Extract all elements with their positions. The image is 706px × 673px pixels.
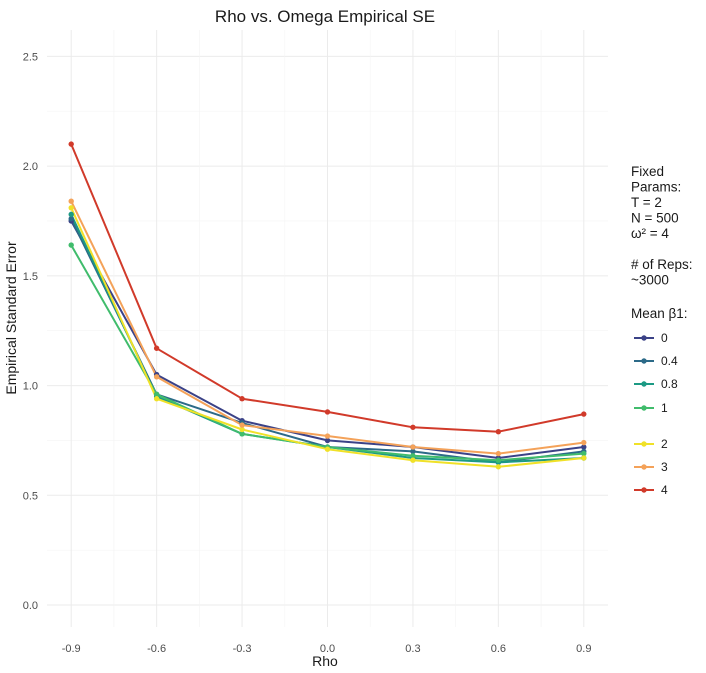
legend-key-point — [641, 464, 647, 470]
legend-item-label: 0.4 — [661, 354, 678, 368]
x-tick-label: -0.9 — [62, 643, 81, 655]
x-tick-label: 0.0 — [320, 643, 335, 655]
x-axis-title: Rho — [312, 653, 338, 669]
legend-info-line: ω² = 4 — [631, 226, 669, 241]
legend-item-label: 1 — [661, 401, 668, 415]
y-tick-label: 1.0 — [23, 381, 38, 393]
data-point — [410, 457, 416, 463]
data-point — [239, 422, 245, 428]
data-point — [324, 433, 331, 439]
legend-item-label: 0.8 — [661, 377, 678, 391]
y-tick-label: 0.5 — [23, 490, 38, 502]
data-point — [324, 409, 331, 415]
y-tick-label: 2.0 — [23, 161, 38, 173]
series-layer — [68, 141, 587, 470]
x-tick-label: 0.3 — [405, 643, 420, 655]
chart-title: Rho vs. Omega Empirical SE — [215, 7, 435, 26]
data-point — [324, 437, 331, 444]
legend-item-label: 2 — [661, 437, 668, 451]
data-point — [153, 374, 160, 380]
y-tick-label: 1.5 — [23, 271, 38, 283]
data-point — [68, 141, 74, 147]
data-point — [239, 431, 245, 437]
y-tick-label: 2.5 — [23, 51, 38, 63]
x-tick-label: 0.9 — [576, 643, 591, 655]
legend-key-point — [641, 487, 647, 493]
data-point — [68, 211, 74, 218]
legend-key-point — [641, 358, 647, 364]
data-point — [153, 391, 160, 398]
data-point — [495, 450, 502, 457]
y-tick-labels: 0.0 0.5 1.0 1.5 2.0 2.5 — [23, 51, 38, 612]
x-tick-label: -0.3 — [233, 643, 252, 655]
data-point — [410, 444, 416, 450]
data-point — [68, 205, 74, 211]
data-point — [153, 345, 160, 351]
data-point — [68, 198, 74, 204]
legend-item-label: 3 — [661, 460, 668, 474]
data-point — [153, 396, 160, 402]
x-tick-label: -0.6 — [147, 643, 166, 655]
y-tick-label: 0.0 — [23, 600, 38, 612]
legend-info-line: # of Reps: — [631, 257, 693, 272]
x-tick-label: 0.6 — [491, 643, 506, 655]
data-point — [581, 455, 587, 461]
data-point — [495, 457, 502, 463]
gridlines — [47, 30, 608, 627]
data-point — [495, 428, 502, 435]
data-point — [239, 426, 245, 433]
data-point — [239, 396, 245, 402]
data-point — [324, 446, 331, 452]
legend-key-point — [641, 381, 647, 387]
legend-info-line: Params: — [631, 180, 681, 195]
legend-key-point — [641, 335, 647, 341]
data-point — [581, 439, 587, 446]
legend-info-line: T = 2 — [631, 195, 662, 210]
legend-item-label: 0 — [661, 331, 668, 345]
y-axis-title: Empirical Standard Error — [3, 241, 19, 395]
legend-info-line: N = 500 — [631, 211, 679, 226]
legend-item-label: 4 — [661, 483, 668, 497]
data-point — [495, 464, 502, 470]
legend-info-line: ~3000 — [631, 273, 669, 288]
legend-key-point — [641, 441, 647, 447]
data-point — [581, 444, 587, 450]
legend-info-line: Fixed — [631, 164, 664, 179]
data-point — [68, 216, 74, 222]
data-point — [68, 242, 74, 248]
legend-key-point — [641, 405, 647, 411]
data-point — [581, 411, 587, 417]
data-point — [410, 424, 416, 430]
data-point — [410, 453, 416, 459]
x-tick-labels: -0.9 -0.6 -0.3 0.0 0.3 0.6 0.9 — [62, 643, 592, 655]
data-point — [410, 448, 416, 455]
data-point — [581, 450, 587, 457]
legend-title: Mean β1: — [631, 306, 688, 321]
